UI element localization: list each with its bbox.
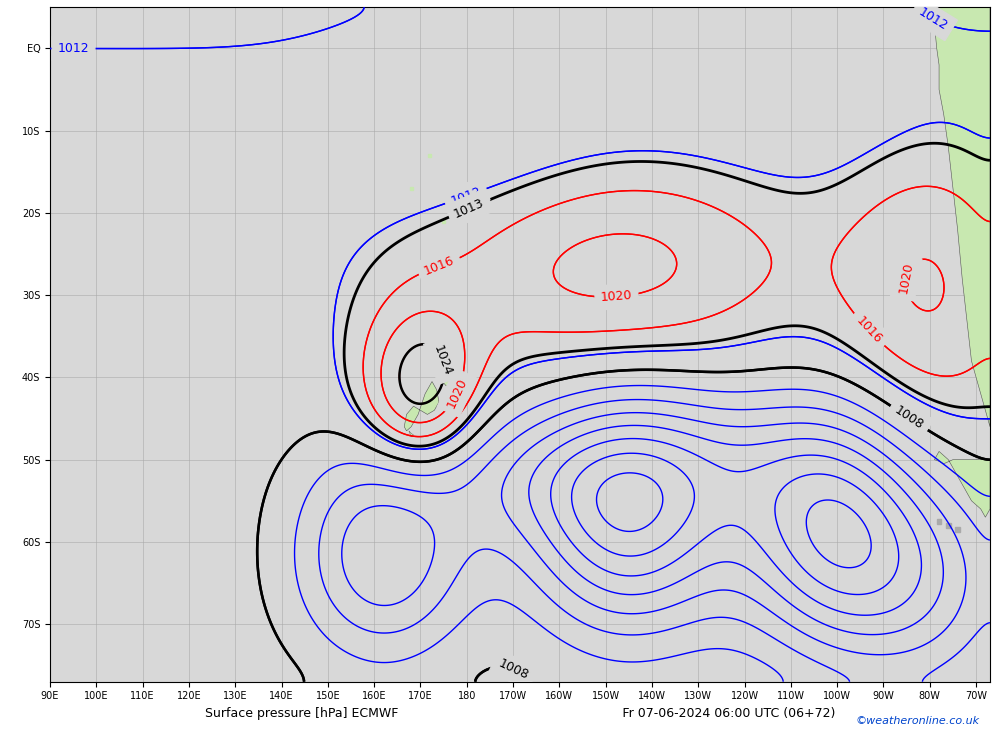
Polygon shape <box>937 519 941 524</box>
Text: 1012: 1012 <box>449 185 483 207</box>
Polygon shape <box>409 431 413 437</box>
Text: 1013: 1013 <box>452 196 486 221</box>
Polygon shape <box>442 219 445 223</box>
Text: 1012: 1012 <box>58 42 89 55</box>
X-axis label: Surface pressure [hPa] ECMWF                                                    : Surface pressure [hPa] ECMWF <box>205 707 835 720</box>
Text: 1008: 1008 <box>892 404 926 432</box>
Text: 1016: 1016 <box>422 254 456 278</box>
Text: 1020: 1020 <box>600 289 633 304</box>
Text: ©weatheronline.co.uk: ©weatheronline.co.uk <box>856 715 980 726</box>
Polygon shape <box>404 381 439 431</box>
Text: 1016: 1016 <box>853 314 884 346</box>
Text: 1012: 1012 <box>916 5 950 33</box>
Polygon shape <box>428 154 431 157</box>
Polygon shape <box>410 187 413 190</box>
Polygon shape <box>456 203 459 207</box>
Polygon shape <box>955 527 960 532</box>
Text: 1020: 1020 <box>897 261 915 295</box>
Polygon shape <box>930 7 990 427</box>
Polygon shape <box>934 452 990 517</box>
Polygon shape <box>946 523 951 528</box>
Text: 1024: 1024 <box>431 343 454 377</box>
Text: 1020: 1020 <box>445 375 470 410</box>
Polygon shape <box>465 187 468 190</box>
Text: 1008: 1008 <box>496 658 531 682</box>
Polygon shape <box>430 345 460 390</box>
